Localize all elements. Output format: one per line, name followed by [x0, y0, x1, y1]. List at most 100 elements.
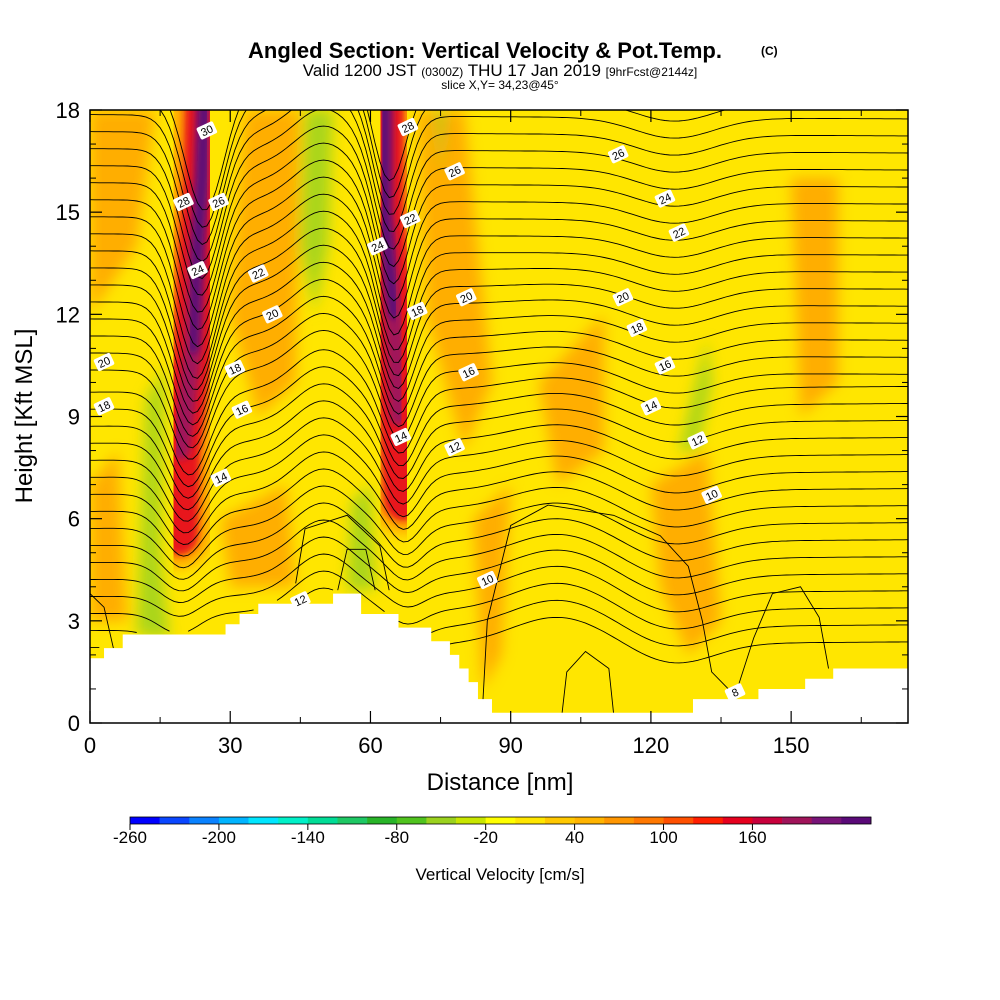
contour-label-bg	[607, 145, 629, 164]
contour-label-text: 10	[480, 573, 496, 589]
x-tick-label: 30	[218, 733, 242, 758]
isentrope-line	[90, 142, 908, 313]
contour-label-text: 14	[393, 430, 409, 446]
contour-label-text: 26	[611, 147, 627, 163]
colorbar-frame	[129, 816, 872, 825]
contour-label-bg	[444, 438, 465, 457]
contour-label: 24	[654, 189, 676, 208]
contour-label-text: 20	[96, 355, 112, 371]
contour-label-text: 8	[730, 687, 741, 700]
isentrope-line	[90, 329, 908, 460]
contour-label-bg	[397, 117, 419, 137]
colorbar: -260 -200 -140 -80 -20 40 100 160	[113, 816, 872, 847]
updraft-core-2	[379, 110, 399, 320]
contour-label: 10	[701, 485, 722, 504]
isentrope-line	[159, 110, 727, 228]
contour-label: 14	[210, 468, 232, 487]
colorbar-swatch	[811, 817, 842, 824]
contour-label: 30	[196, 121, 218, 140]
contour-label-text: 22	[403, 212, 419, 228]
updraft-patch	[90, 110, 156, 315]
isentrope-line	[90, 366, 908, 488]
contour-label-text: 18	[629, 321, 645, 337]
isentrope-line	[90, 176, 908, 348]
contour-label: 22	[399, 209, 421, 229]
contour-label: 16	[231, 400, 253, 419]
colorbar-tick-label: -20	[473, 828, 498, 847]
x-tick-label: 150	[773, 733, 810, 758]
colorbar-swatch	[426, 817, 457, 824]
x-tick-label: 0	[84, 733, 96, 758]
isentrope-line	[90, 110, 908, 280]
contour-label-text: 24	[370, 239, 386, 255]
contour-label-bg	[626, 318, 648, 337]
contour-label-text: 18	[96, 399, 112, 415]
contour-label-text: 22	[671, 225, 687, 241]
colorbar-swatch	[544, 817, 575, 824]
isentrope-line	[90, 485, 908, 569]
colorbar-swatch	[604, 817, 635, 824]
contour-label: 18	[406, 301, 428, 320]
isentrope-loop	[337, 548, 376, 591]
colorbar-swatch	[722, 817, 753, 824]
contour-label-bg	[456, 288, 477, 307]
isentrope-line	[90, 616, 908, 664]
isentrope-line	[90, 193, 908, 365]
valid-prefix: Valid 1200 JST	[303, 61, 417, 80]
contour-label: 28	[173, 192, 194, 211]
isentrope-line	[90, 210, 908, 379]
contour-label-text: 16	[461, 365, 477, 381]
terrain-mask	[90, 593, 908, 723]
contour-label-bg	[208, 192, 229, 211]
downdraft-patch	[347, 484, 376, 591]
contour-labels: 30 28 26 24 22 20 18 16 14 20 18 12 28 26 24 22 18 20 16 14…	[93, 117, 746, 702]
isentrope-line	[90, 417, 908, 522]
isentrope-loop	[90, 593, 114, 649]
colorbar-label: Vertical Velocity [cm/s]	[415, 865, 584, 884]
y-tick-label: 15	[56, 200, 80, 225]
x-tick-label: 60	[358, 733, 382, 758]
contour-label-text: 20	[459, 290, 475, 306]
isentrope-line	[90, 278, 908, 426]
contour-label-text: 14	[213, 471, 229, 487]
contour-label: 26	[607, 145, 629, 164]
contour-label: 28	[397, 117, 419, 137]
isentrope-loop	[482, 504, 736, 706]
contour-label: 20	[612, 288, 634, 307]
contour-label: 8	[724, 683, 746, 702]
contour-label: 26	[208, 192, 229, 211]
chart-title: Angled Section: Vertical Velocity & Pot.…	[248, 38, 722, 63]
y-tick-label: 12	[56, 302, 80, 327]
y-axis-label: Height [Kft MSL]	[11, 329, 38, 504]
contour-label: 20	[93, 352, 115, 372]
slice-label: slice X,Y= 34,23@45°	[441, 78, 559, 92]
contour-label-bg	[93, 352, 115, 372]
contour-label-text: 28	[400, 120, 416, 136]
contour-label-bg	[612, 288, 634, 307]
isentrope-line	[90, 434, 908, 534]
contour-label: 20	[456, 288, 477, 307]
isentrope-line	[169, 110, 417, 211]
contour-label-bg	[687, 431, 708, 450]
contour-label-bg	[399, 209, 421, 229]
contour-label: 14	[390, 427, 412, 446]
isentrope-line	[90, 349, 908, 476]
colorbar-swatch	[574, 817, 605, 824]
contour-label-text: 18	[410, 304, 426, 320]
contour-label-bg	[390, 427, 412, 446]
colorbar-swatch	[663, 817, 694, 824]
isentrope-line	[90, 295, 908, 437]
y-tick-label: 0	[68, 711, 80, 736]
colorbar-swatch	[278, 817, 309, 824]
chart-title-unit: (C)	[761, 44, 778, 58]
contour-label-text: 16	[657, 358, 673, 374]
x-tick-label: 120	[633, 733, 670, 758]
y-tick-label: 3	[68, 609, 80, 634]
valid-utc: (0300Z)	[421, 65, 463, 79]
colorbar-swatch	[515, 817, 546, 824]
isentrope-line	[90, 227, 908, 390]
axis-ticks: 0 30 60 90 120 150 0 3 6 9 12 15 18	[56, 98, 908, 758]
colorbar-swatch	[218, 817, 249, 824]
y-tick-label: 18	[56, 98, 80, 123]
colorbar-tick-label: 40	[565, 828, 584, 847]
